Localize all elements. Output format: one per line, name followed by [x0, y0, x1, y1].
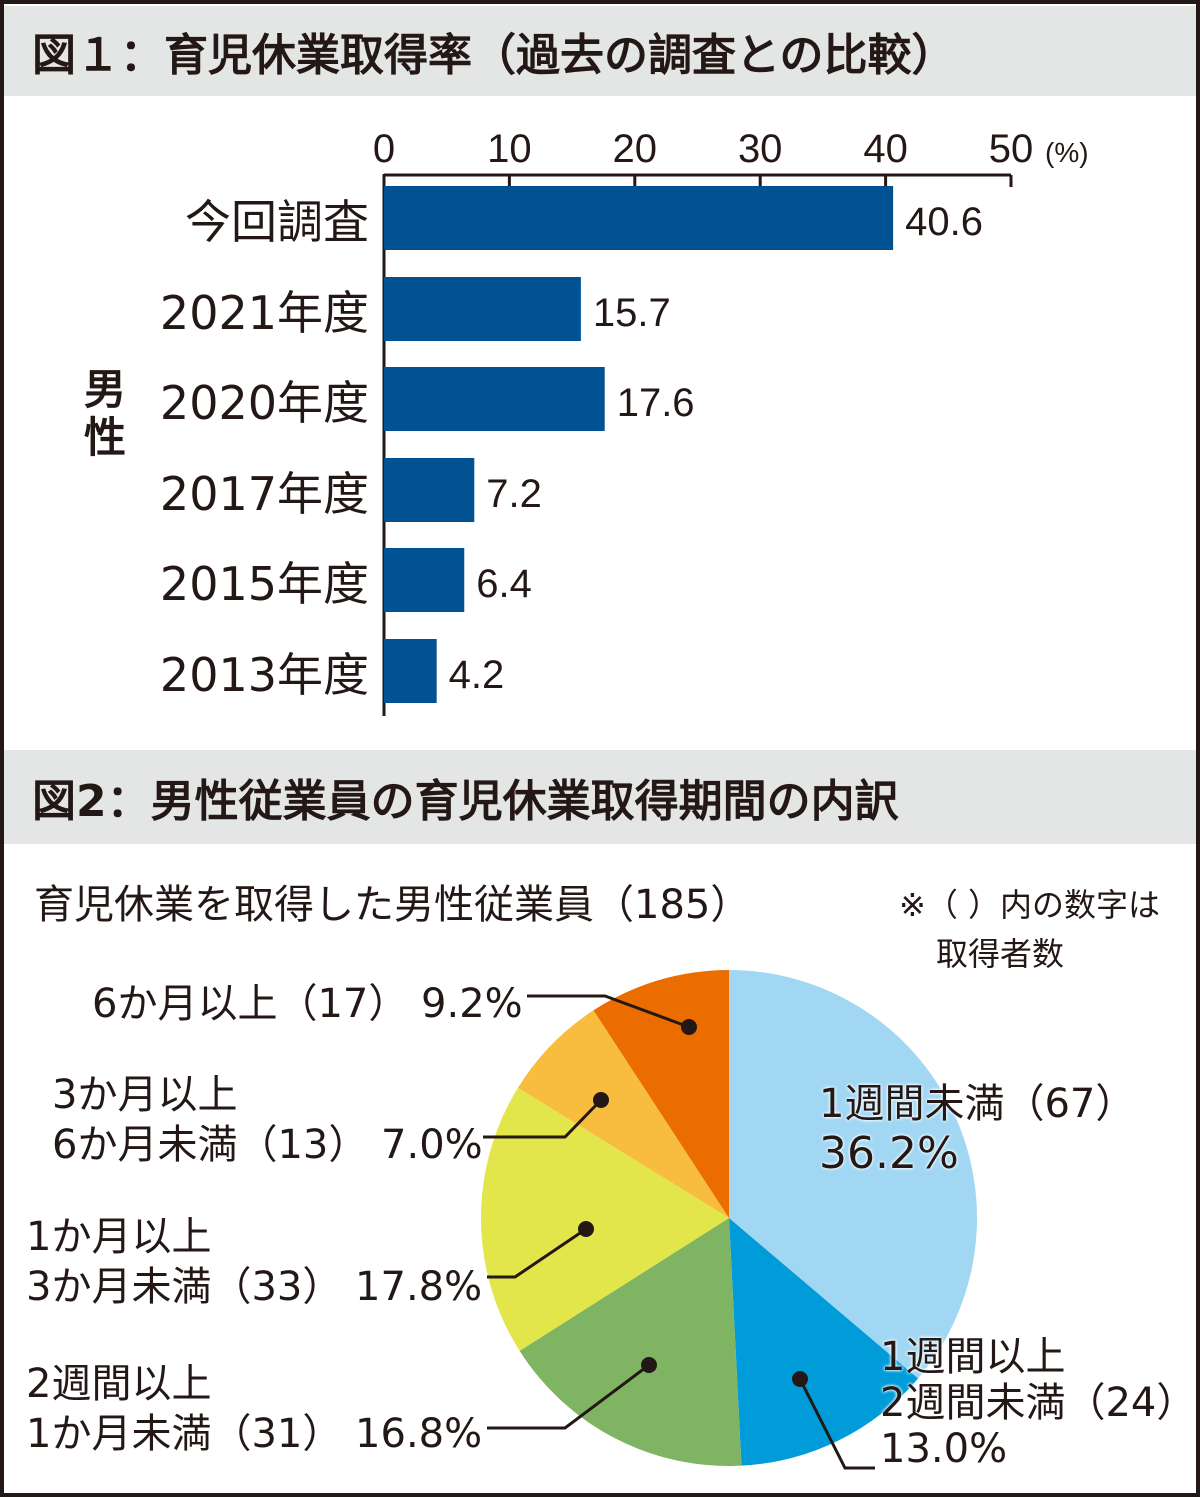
- bar-value-label: 17.6: [617, 381, 695, 425]
- note-line2: 取得者数: [936, 935, 1065, 973]
- pie-label-1-line2: 2週間未満（24）: [880, 1380, 1197, 1426]
- x-tick-label: 50: [989, 127, 1034, 171]
- bar-category-label: 2017年度: [160, 467, 369, 521]
- pie-label-0-pct: 36.2%: [819, 1128, 959, 1179]
- pie-slice: [729, 970, 977, 1379]
- leader-dot: [681, 1019, 697, 1035]
- bar-value-label: 4.2: [449, 653, 505, 697]
- pie-label-0-line1: 1週間未満（67）: [819, 1081, 1136, 1127]
- x-tick-label: 20: [613, 127, 658, 171]
- x-unit-label: (%): [1045, 137, 1089, 168]
- bar-category-label: 2021年度: [160, 286, 369, 340]
- leader-dot: [641, 1357, 657, 1373]
- bar-value-label: 6.4: [476, 562, 532, 606]
- leader-line: [487, 1363, 650, 1430]
- fig2-title: 図2：男性従業員の育児休業取得期間の内訳: [4, 750, 1196, 844]
- bar: [384, 458, 475, 522]
- bar-category-label: 今回調査: [185, 195, 369, 249]
- pie-slice: [729, 1218, 919, 1466]
- leader-line: [483, 1098, 603, 1139]
- bar-category-label: 2013年度: [160, 648, 369, 702]
- bar: [384, 367, 605, 431]
- x-tick-label: 10: [487, 127, 532, 171]
- bar-value-label: 40.6: [905, 200, 983, 244]
- pie-label-1-pct: 13.0%: [880, 1426, 1008, 1472]
- pie-slice: [517, 1010, 729, 1218]
- pie-label-4-line1: 3か月以上: [52, 1072, 238, 1118]
- bar: [384, 277, 581, 341]
- bar-value-label: 15.7: [593, 291, 671, 335]
- pie-slice: [519, 1218, 742, 1466]
- leader-dot: [593, 1092, 609, 1108]
- pie-label-2-line1: 2週間以上: [26, 1361, 212, 1407]
- leader-line: [527, 994, 690, 1029]
- pie-label-4: 3か月以上 6か月未満（13） 7.0%: [52, 1070, 483, 1170]
- note-line1: ※（ ）内の数字は: [899, 886, 1160, 924]
- bar-category-label: 2020年度: [160, 376, 369, 430]
- pie-label-5: 6か月以上（17） 9.2%: [92, 979, 523, 1029]
- x-tick-label: 0: [373, 127, 395, 171]
- leader-dot: [578, 1221, 594, 1237]
- charts-svg: 0 10 20 30 40 50 (%) 40.6 今回調査 15.7 2021年度 17.6 2020…: [160, 127, 1089, 1470]
- pie-label-1-line1: 1週間以上: [880, 1334, 1066, 1380]
- bar-category-label: 2015年度: [160, 557, 369, 611]
- pie-label-2: 2週間以上 1か月未満（31） 16.8%: [26, 1359, 482, 1459]
- pie-label-3-line1: 1か月以上: [26, 1214, 212, 1260]
- bar: [384, 548, 465, 612]
- group-label: 男性: [84, 365, 127, 462]
- x-tick-label: 30: [738, 127, 783, 171]
- x-tick-label: 40: [863, 127, 908, 171]
- leader-dot: [792, 1371, 808, 1387]
- pie-label-4-line2: 6か月未満（13） 7.0%: [52, 1122, 483, 1168]
- pie-label-3: 1か月以上 3か月未満（33） 17.8%: [26, 1212, 482, 1312]
- pie-slice: [481, 1087, 729, 1351]
- pie-subtitle: 育児休業を取得した男性従業員（185）: [34, 882, 751, 928]
- leader-line: [487, 1227, 587, 1279]
- pie-label-2-line2: 1か月未満（31） 16.8%: [26, 1411, 483, 1457]
- pie-label-0: 1週間未満（67） 36.2%: [819, 1079, 1135, 1179]
- bar: [384, 186, 894, 250]
- bar: [384, 639, 437, 703]
- pie-label-1: 1週間以上 2週間未満（24） 13.0%: [880, 1334, 1196, 1472]
- pie-label-5-line1: 6か月以上（17） 9.2%: [92, 981, 523, 1027]
- bar-value-label: 7.2: [486, 472, 542, 516]
- pie-label-3-line2: 3か月未満（33） 17.8%: [26, 1264, 483, 1310]
- leader-line: [798, 1378, 875, 1470]
- fig1-title: 図１：育児休業取得率（過去の調査との比較）: [4, 6, 1196, 96]
